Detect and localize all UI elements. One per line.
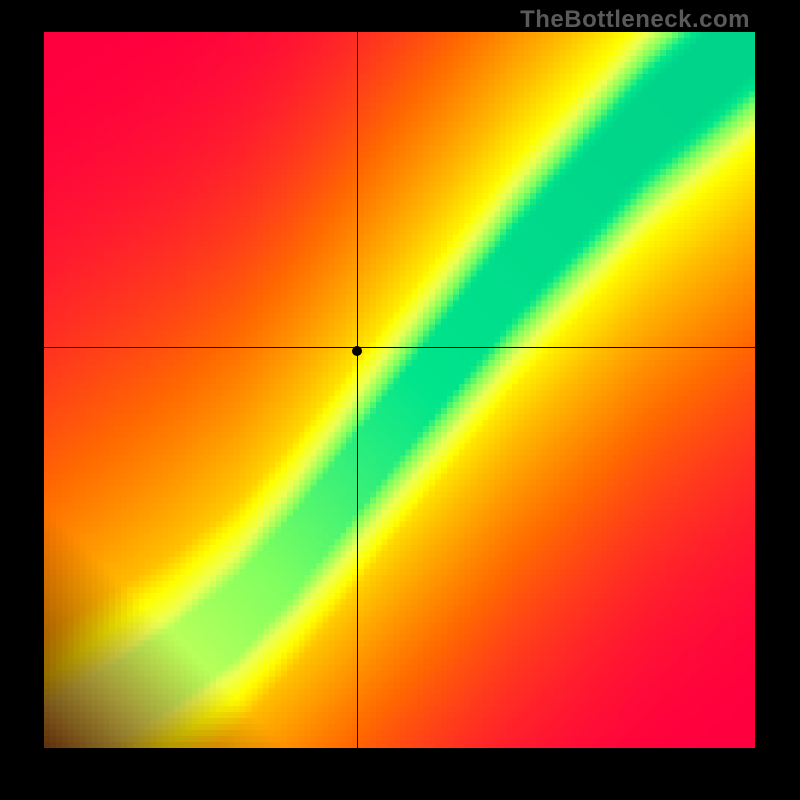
chart-container: TheBottleneck.com	[0, 0, 800, 800]
watermark-text: TheBottleneck.com	[520, 6, 750, 34]
heatmap-canvas	[44, 32, 755, 748]
plot-area	[44, 32, 755, 748]
